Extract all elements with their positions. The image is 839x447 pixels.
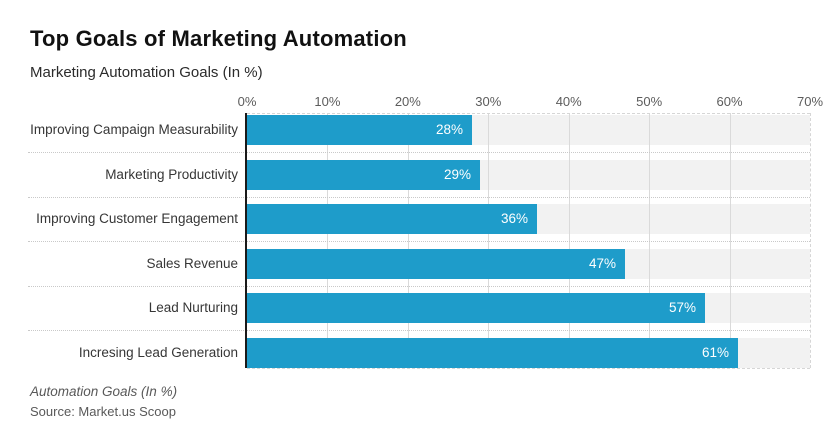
x-tick-label: 30% [475,94,502,109]
gridline [729,113,731,368]
chart-source: Source: Market.us Scoop [30,404,176,419]
bar-value-label: 28% [435,122,463,137]
category-label: Improving Customer Engagement [36,211,238,227]
gridline [327,113,329,368]
category-label: Incresing Lead Generation [78,345,238,360]
x-tick-label: 40% [555,94,582,109]
x-tick-label: 10% [314,94,341,109]
category-label: Improving Campaign Measurability [30,122,238,137]
row-separator [28,330,810,332]
bar: 47% [247,248,625,279]
category-label: Sales Revenue [146,255,238,271]
row-separator [28,241,810,243]
plot-right-edge [810,113,811,368]
bar-value-label: 36% [500,211,528,227]
x-tick-label: 20% [394,94,421,109]
category-label: Marketing Productivity [105,166,238,182]
x-tick-label: 50% [636,94,663,109]
row-separator [28,152,810,153]
bar: 36% [247,204,537,235]
x-tick-label: 60% [716,94,743,109]
gridline [568,113,570,368]
bar-value-label: 61% [701,345,729,360]
bar-value-label: 57% [668,300,696,316]
chart-title: Top Goals of Marketing Automation [30,26,407,51]
row-separator [28,285,810,287]
chart-subtitle: Marketing Automation Goals (In %) [30,64,263,81]
bar-value-label: 47% [588,255,616,271]
row-separator [28,196,810,198]
bar: 29% [247,159,480,190]
plot-top-edge [247,113,810,114]
y-axis-line [245,113,247,368]
bar: 57% [247,293,705,324]
gridline [649,113,651,368]
bar-value-label: 29% [443,166,471,182]
x-tick-label: 70% [796,94,824,109]
plot-bottom-edge [247,368,810,369]
bar: 61% [247,338,738,368]
bar: 28% [247,115,472,145]
x-tick-label: 0% [237,94,257,109]
category-label: Lead Nurturing [148,300,238,316]
gridline [407,113,409,368]
chart-caption: Automation Goals (In %) [30,384,178,399]
gridline [488,113,490,368]
